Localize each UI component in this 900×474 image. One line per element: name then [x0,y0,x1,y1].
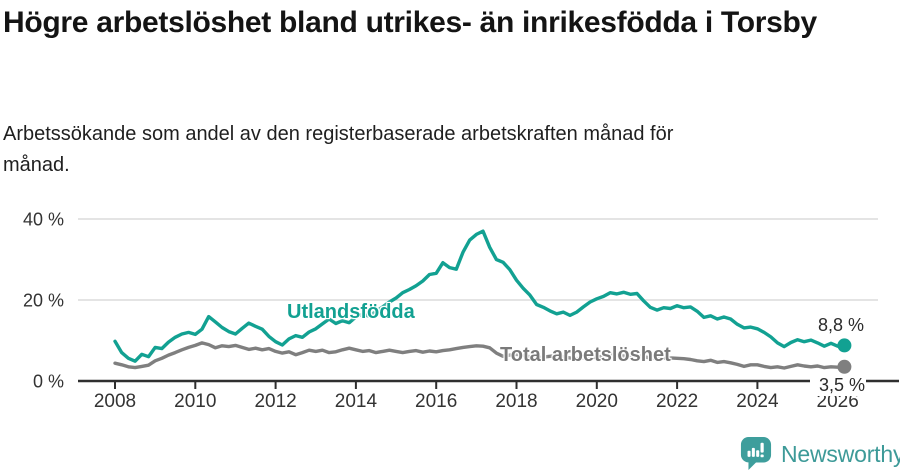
x-axis-tick-label: 2024 [736,391,779,412]
y-axis-tick-label: 0 % [33,372,64,392]
series-end-dot-utlandsfodda [837,338,852,353]
x-axis-tick-label: 2026 [817,391,859,412]
x-axis-tick-label: 2022 [656,391,698,412]
series-label-utlandsfodda: Utlandsfödda [287,301,415,323]
series-end-dot-total-arbetsloshet [837,359,852,374]
x-axis-tick-label: 2012 [254,391,296,412]
series-line-utlandsfodda [113,229,847,363]
y-axis-tick-label: 20 % [23,291,64,311]
x-axis-tick-label: 2020 [576,391,618,412]
x-axis-tick-label: 2010 [174,391,216,412]
x-axis-tick-label: 2008 [94,391,136,412]
chart-subtitle: Arbetssökande som andel av den registerb… [3,123,674,176]
series-label-total-arbetsloshet: Total arbetslöshet [500,344,671,366]
newsworthy-logo[interactable]: Newsworthy [740,437,900,471]
end-value-label-utlandsfodda: 8,8 % [817,315,864,335]
newsworthy-logo-icon [740,437,772,470]
series-line-total-arbetsloshet [113,341,847,370]
page-title: Högre arbetslöshet bland utrikes- än inr… [3,6,817,39]
x-axis-tick-label: 2018 [495,391,537,412]
y-axis-tick-label: 40 % [23,210,64,230]
end-value-label-total: 3,5 % [810,375,866,396]
x-axis-tick-label: 2014 [335,391,378,412]
newsworthy-logo-text: Newsworthy [781,440,900,467]
x-axis-tick-label: 2016 [415,391,457,412]
